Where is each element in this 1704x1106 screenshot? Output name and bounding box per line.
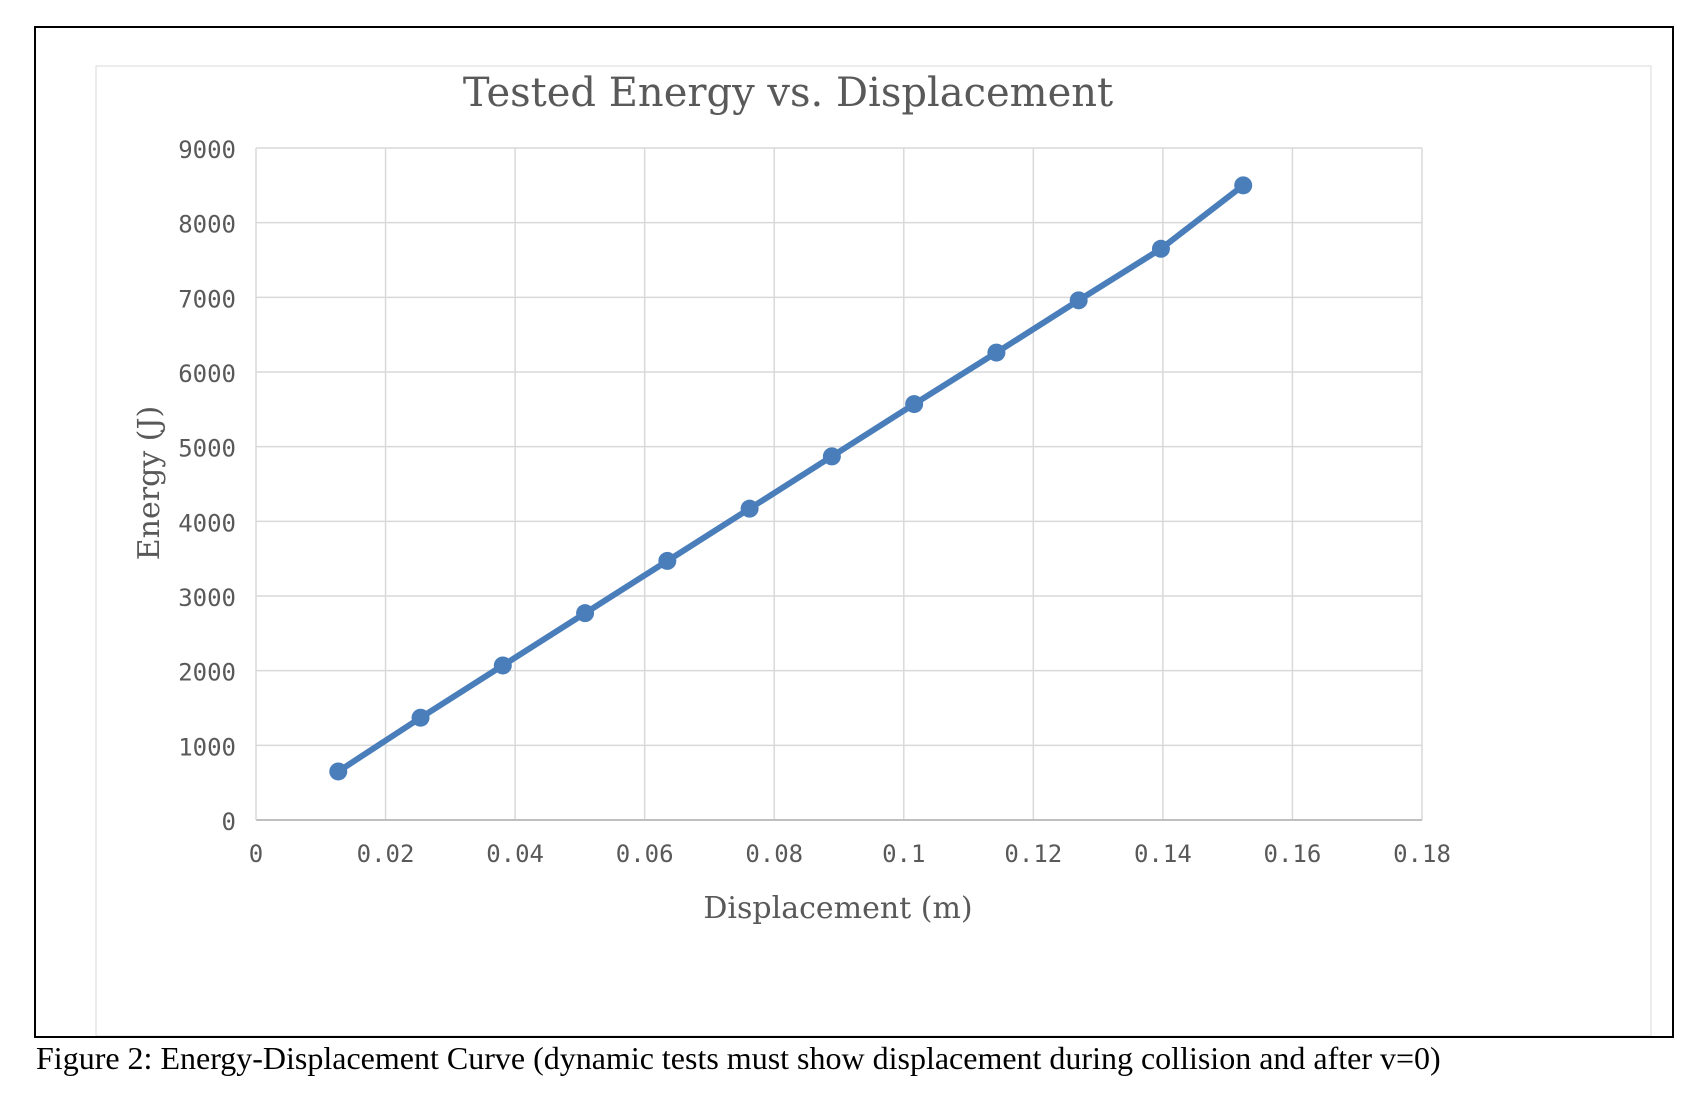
y-tick-label: 0 xyxy=(222,808,236,836)
x-tick-label: 0.12 xyxy=(1004,840,1062,868)
figure-caption: Figure 2: Energy-Displacement Curve (dyn… xyxy=(36,1040,1441,1076)
y-tick-label: 4000 xyxy=(178,509,236,537)
x-tick-label: 0.14 xyxy=(1134,840,1192,868)
data-point xyxy=(1234,176,1253,195)
data-point xyxy=(576,604,595,623)
data-series xyxy=(329,176,1253,781)
y-tick-label: 1000 xyxy=(178,733,236,761)
data-point xyxy=(493,656,512,675)
y-tick-label: 6000 xyxy=(178,360,236,388)
x-tick-label: 0.16 xyxy=(1264,840,1322,868)
y-tick-label: 3000 xyxy=(178,584,236,612)
x-tick-labels: 0 0.02 0.04 0.06 0.08 0.1 0.12 0.14 0.16 0.18 xyxy=(249,840,1451,868)
y-tick-label: 9000 xyxy=(178,136,236,164)
data-point xyxy=(329,762,348,781)
data-point xyxy=(740,499,759,518)
x-tick-label: 0.18 xyxy=(1393,840,1451,868)
data-point xyxy=(411,708,430,727)
x-tick-label: 0.02 xyxy=(357,840,415,868)
data-point xyxy=(905,395,924,414)
x-tick-label: 0.1 xyxy=(882,840,925,868)
chart-title: Tested Energy vs. Displacement xyxy=(463,70,1113,116)
axes xyxy=(255,148,1422,821)
y-axis-label: Energy (J) xyxy=(132,406,167,560)
y-tick-label: 5000 xyxy=(178,435,236,463)
data-point xyxy=(658,551,677,570)
data-point xyxy=(1151,239,1170,258)
data-point xyxy=(987,343,1006,362)
y-tick-label: 8000 xyxy=(178,211,236,239)
series-line xyxy=(335,182,1247,775)
y-tick-labels: 0 1000 2000 3000 4000 5000 6000 7000 8000 9000 xyxy=(178,136,236,836)
y-tick-label: 2000 xyxy=(178,659,236,687)
x-tick-label: 0.04 xyxy=(486,840,544,868)
x-axis-label: Displacement (m) xyxy=(703,891,972,926)
chart-area xyxy=(95,65,1652,1036)
x-tick-label: 0.06 xyxy=(616,840,674,868)
y-tick-label: 7000 xyxy=(178,285,236,313)
data-point xyxy=(822,447,841,466)
data-point xyxy=(1069,291,1088,310)
x-tick-label: 0 xyxy=(249,840,263,868)
gridlines xyxy=(256,147,1423,820)
x-tick-label: 0.08 xyxy=(745,840,803,868)
